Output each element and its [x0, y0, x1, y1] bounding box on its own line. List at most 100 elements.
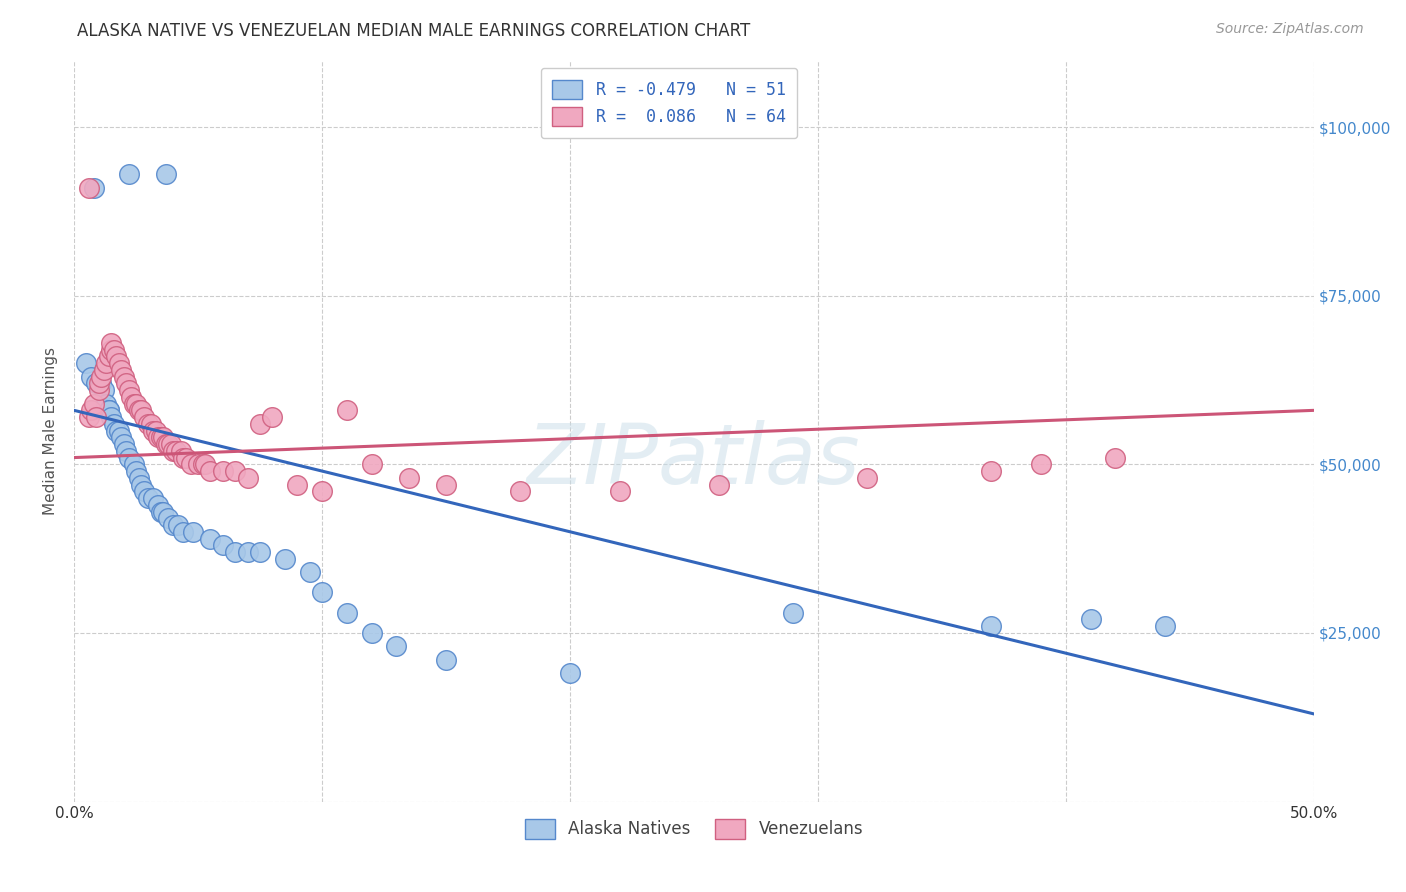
Point: [83, 180, 105, 194]
Point: [87, 376, 110, 391]
Point: [105, 350, 128, 364]
Point: [434, 477, 457, 491]
Point: [298, 566, 321, 580]
Point: [155, 437, 177, 451]
Point: [149, 430, 172, 444]
Point: [110, 430, 132, 444]
Point: [609, 484, 631, 499]
Point: [224, 545, 246, 559]
Point: [236, 545, 259, 559]
Point: [180, 458, 202, 472]
Point: [100, 410, 122, 425]
Point: [132, 410, 155, 425]
Point: [980, 619, 1002, 633]
Point: [96, 396, 118, 410]
Point: [107, 424, 129, 438]
Point: [181, 524, 204, 539]
Point: [90, 376, 112, 391]
Point: [311, 585, 333, 599]
Point: [172, 524, 194, 539]
Point: [1154, 619, 1177, 633]
Point: [115, 376, 138, 391]
Point: [200, 464, 222, 478]
Point: [129, 477, 152, 491]
Point: [148, 430, 170, 444]
Point: [191, 458, 214, 472]
Point: [100, 343, 122, 357]
Point: [86, 376, 108, 391]
Point: [285, 477, 308, 491]
Point: [110, 363, 132, 377]
Point: [97, 350, 120, 364]
Point: [103, 417, 125, 431]
Point: [274, 551, 297, 566]
Point: [194, 458, 217, 472]
Point: [93, 363, 115, 377]
Point: [360, 458, 382, 472]
Point: [707, 477, 730, 491]
Point: [117, 383, 139, 397]
Y-axis label: Median Male Earnings: Median Male Earnings: [44, 347, 58, 515]
Point: [187, 458, 209, 472]
Point: [157, 511, 180, 525]
Point: [128, 403, 150, 417]
Point: [162, 443, 184, 458]
Legend: Alaska Natives, Venezuelans: Alaska Natives, Venezuelans: [517, 813, 870, 846]
Point: [132, 484, 155, 499]
Point: [155, 167, 177, 181]
Text: Source: ZipAtlas.com: Source: ZipAtlas.com: [1216, 22, 1364, 37]
Point: [142, 491, 165, 505]
Point: [212, 538, 235, 552]
Point: [80, 403, 103, 417]
Point: [162, 518, 184, 533]
Point: [311, 484, 333, 499]
Point: [125, 396, 148, 410]
Text: ZIPatlas: ZIPatlas: [527, 420, 860, 500]
Point: [100, 335, 122, 350]
Point: [86, 410, 108, 425]
Point: [83, 396, 105, 410]
Point: [558, 666, 581, 681]
Point: [385, 640, 408, 654]
Point: [336, 606, 359, 620]
Point: [139, 417, 162, 431]
Point: [170, 443, 193, 458]
Point: [97, 403, 120, 417]
Point: [77, 410, 100, 425]
Point: [1104, 450, 1126, 465]
Point: [96, 356, 118, 370]
Point: [336, 403, 359, 417]
Point: [138, 417, 160, 431]
Point: [174, 450, 197, 465]
Point: [172, 450, 194, 465]
Point: [149, 504, 172, 518]
Point: [77, 180, 100, 194]
Text: ALASKA NATIVE VS VENEZUELAN MEDIAN MALE EARNINGS CORRELATION CHART: ALASKA NATIVE VS VENEZUELAN MEDIAN MALE …: [77, 22, 751, 40]
Point: [107, 356, 129, 370]
Point: [249, 545, 271, 559]
Point: [224, 464, 246, 478]
Point: [87, 383, 110, 397]
Point: [90, 369, 112, 384]
Point: [262, 410, 284, 425]
Point: [360, 626, 382, 640]
Point: [129, 403, 152, 417]
Point: [434, 653, 457, 667]
Point: [93, 383, 115, 397]
Point: [200, 532, 222, 546]
Point: [125, 464, 148, 478]
Point: [128, 471, 150, 485]
Point: [249, 417, 271, 431]
Point: [152, 430, 174, 444]
Point: [120, 390, 142, 404]
Point: [80, 369, 103, 384]
Point: [117, 167, 139, 181]
Point: [103, 343, 125, 357]
Point: [97, 403, 120, 417]
Point: [782, 606, 804, 620]
Point: [112, 437, 135, 451]
Point: [1080, 612, 1102, 626]
Point: [398, 471, 420, 485]
Point: [159, 437, 181, 451]
Point: [1029, 458, 1052, 472]
